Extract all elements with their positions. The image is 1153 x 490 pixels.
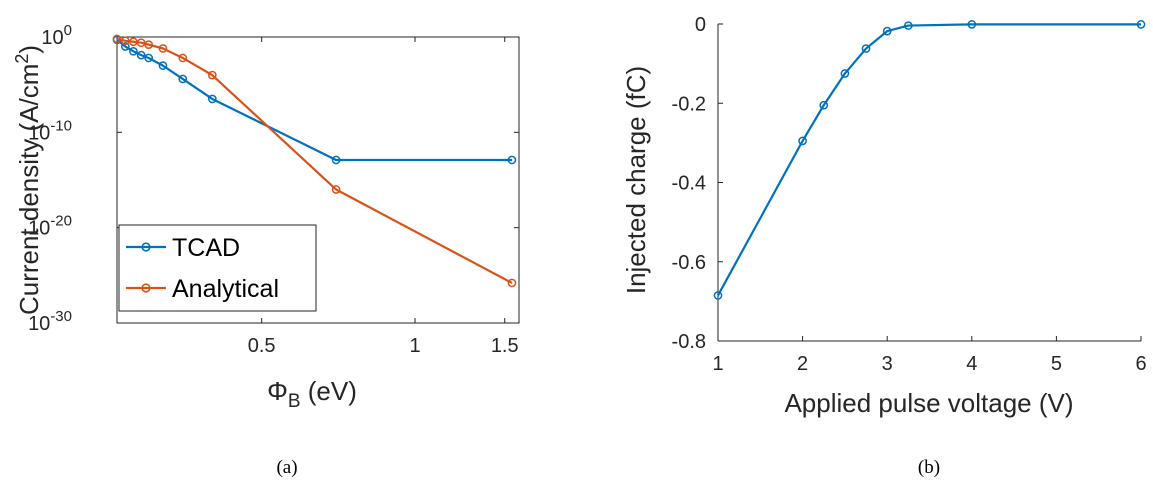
panel-a-legend: TCAD Analytical xyxy=(118,224,317,312)
panel-a-x-axis-label: ΦB (eV) xyxy=(267,376,357,412)
panel-a-current-density-chart: 0.5 1 1.5 100 10-10 10-20 10-30 ΦB (eV) Curre… xyxy=(12,22,520,478)
panel-b-x-tick-label: 2 xyxy=(797,353,808,375)
panel-a-data-point-analytical xyxy=(507,278,517,288)
panel-b-plot-area xyxy=(713,20,1146,342)
panel-b-data-point xyxy=(798,136,807,146)
panel-b-x-tick-label: 5 xyxy=(1051,353,1062,375)
panel-b-data-point xyxy=(713,291,723,300)
panel-a-x-tick-label: 1.5 xyxy=(491,335,519,357)
panel-b-data-point xyxy=(819,100,829,110)
panel-b-x-tick-label: 3 xyxy=(882,353,893,375)
panel-b-y-tick-label: -0.2 xyxy=(672,93,706,115)
panel-b-x-axis-label: Applied pulse voltage (V) xyxy=(784,388,1073,418)
panel-b-y-tick-label: -0.4 xyxy=(672,173,706,195)
panel-b-data-point xyxy=(861,44,871,53)
panel-a-y-tick-label: 10-10 xyxy=(28,117,72,144)
panel-a-data-point-analytical xyxy=(120,36,130,46)
panel-b-y-tick-labels: 0 -0.2 -0.4 -0.6 -0.8 xyxy=(672,14,706,353)
panel-b-y-axis-label: Injected charge (fC) xyxy=(621,66,651,294)
panel-a-data-point-analytical xyxy=(331,185,341,194)
panel-b-data-point xyxy=(840,69,850,78)
panel-b-x-tick-label: 4 xyxy=(966,353,977,375)
panel-b-y-tick-label: 0 xyxy=(695,14,706,36)
panel-a-y-tick-label: 10-30 xyxy=(28,308,72,335)
panel-b-caption: (b) xyxy=(918,457,940,478)
panel-a-plot-area xyxy=(112,34,520,324)
panel-b-x-tick-label: 1 xyxy=(712,353,723,375)
panel-a-data-point-tcad xyxy=(129,46,138,56)
panel-a-data-point-tcad xyxy=(207,94,217,104)
panel-a-data-point-tcad xyxy=(178,74,188,84)
panel-b-data-point xyxy=(1136,20,1146,29)
panel-b-x-tick-labels: 1 2 3 4 5 6 xyxy=(712,353,1146,375)
legend-tcad-swatch-marker xyxy=(141,242,151,252)
panel-a-data-point-tcad xyxy=(136,50,146,60)
panel-a-x-tick-labels: 0.5 1 1.5 xyxy=(248,335,519,357)
panel-a-data-point-analytical xyxy=(178,53,188,63)
panel-b-y-tick-label: -0.8 xyxy=(672,331,706,353)
panel-a-data-point-tcad xyxy=(331,155,341,165)
legend-tcad-label: TCAD xyxy=(172,234,240,262)
panel-b-data-point xyxy=(967,20,977,29)
panel-b-x-tick-label: 6 xyxy=(1135,353,1146,375)
panel-a-data-point-analytical xyxy=(158,44,168,53)
legend-analytical-label: Analytical xyxy=(172,275,279,303)
panel-b-series-line xyxy=(717,23,1141,296)
panel-b-data-point xyxy=(882,26,892,36)
panel-b-data-point xyxy=(904,21,913,30)
panel-a-y-tick-labels: 100 10-10 10-20 10-30 xyxy=(28,22,72,335)
legend-box xyxy=(118,224,317,312)
panel-a-data-point-tcad xyxy=(144,53,154,63)
panel-a-series-line-tcad xyxy=(116,39,512,162)
panel-a-data-point-tcad xyxy=(158,61,168,70)
panel-a-data-point-analytical xyxy=(207,70,217,80)
panel-a-data-point-analytical xyxy=(112,34,122,44)
panel-a-y-tick-label: 100 xyxy=(41,22,72,49)
panel-a-caption: (a) xyxy=(276,457,297,478)
panel-a-data-point-tcad xyxy=(507,155,517,165)
panel-a-data-point-analytical xyxy=(144,40,154,49)
panel-a-y-tick-label: 10-20 xyxy=(28,213,72,240)
panel-b-injected-charge-chart: 1 2 3 4 5 6 0 -0.2 -0.4 -0.6 -0.8 Applied pulse v… xyxy=(621,14,1147,478)
panel-a-x-tick-label: 1 xyxy=(409,335,420,357)
panel-b-y-tick-label: -0.6 xyxy=(672,252,706,274)
panel-a-y-axis-label: Current density (A/cm2) xyxy=(12,45,44,315)
panel-a-axes-box xyxy=(116,36,520,324)
panel-a-data-point-tcad xyxy=(120,42,130,51)
legend-analytical-swatch-marker xyxy=(141,283,151,293)
panel-a-x-tick-label: 0.5 xyxy=(248,335,276,357)
